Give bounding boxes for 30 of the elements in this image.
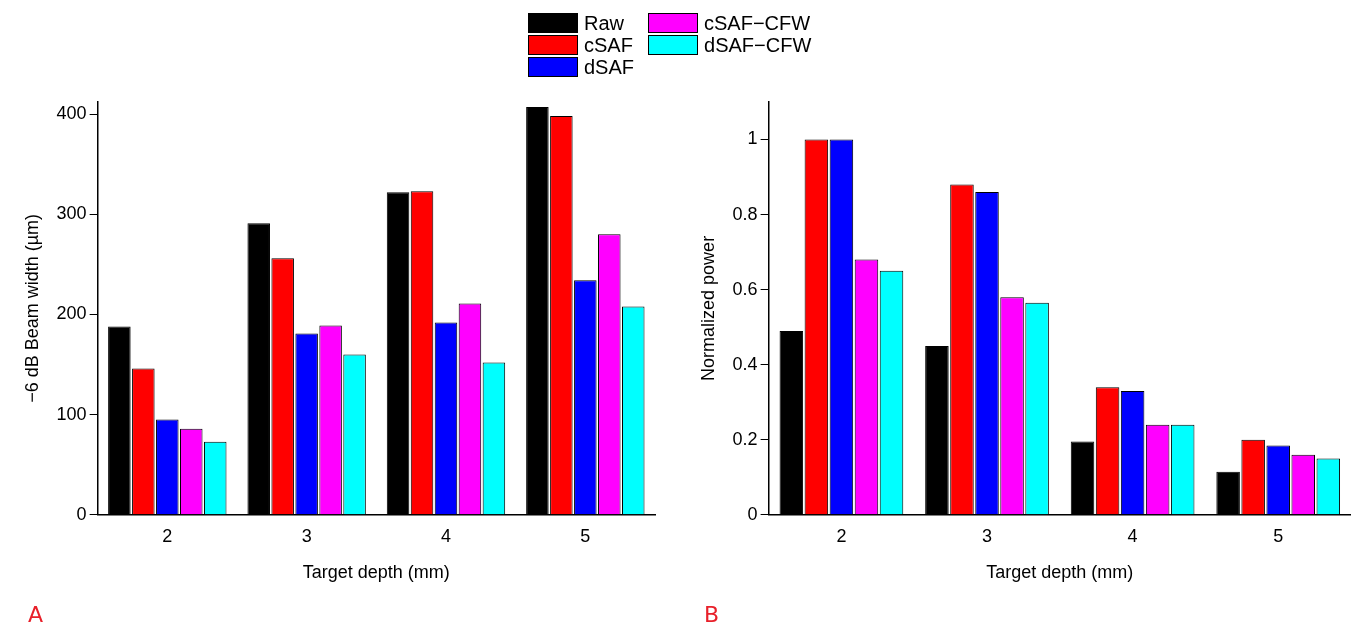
text: B <box>704 602 720 627</box>
text: A <box>28 602 44 627</box>
x-tick-label: 2 <box>836 525 847 546</box>
x-axis-title: Target depth (mm) <box>986 562 1134 583</box>
y-tick-label: 200 <box>56 303 87 324</box>
legend-label: cSAF−CFW <box>704 11 811 35</box>
legend-label: cSAF <box>584 33 633 57</box>
legend-label: dSAF <box>584 55 635 79</box>
y-tick-label: 0 <box>76 503 87 524</box>
x-tick-label: 4 <box>1127 525 1138 546</box>
x-tick-label: 5 <box>580 525 591 546</box>
y-tick-label: 0.2 <box>732 428 758 449</box>
y-tick-label: 0.4 <box>732 353 758 374</box>
y-axis-title: Normalized power <box>697 235 718 381</box>
y-tick-label: 400 <box>56 102 87 123</box>
y-axis-title: −6 dB Beam width (µm) <box>21 213 42 403</box>
x-tick-label: 2 <box>162 525 173 546</box>
y-tick-label: 100 <box>56 403 87 424</box>
legend-label: dSAF−CFW <box>704 33 812 57</box>
legend-label: Raw <box>584 11 625 35</box>
x-tick-label: 4 <box>440 525 451 546</box>
y-tick-label: 0.8 <box>732 203 758 224</box>
y-tick-label: 300 <box>56 203 87 224</box>
y-tick-label: 1 <box>747 128 758 149</box>
x-axis-title: Target depth (mm) <box>302 562 450 583</box>
y-tick-label: 0 <box>747 503 758 524</box>
y-tick-label: 0.6 <box>732 278 758 299</box>
x-tick-label: 3 <box>982 525 993 546</box>
x-tick-label: 5 <box>1273 525 1284 546</box>
x-tick-label: 3 <box>301 525 312 546</box>
